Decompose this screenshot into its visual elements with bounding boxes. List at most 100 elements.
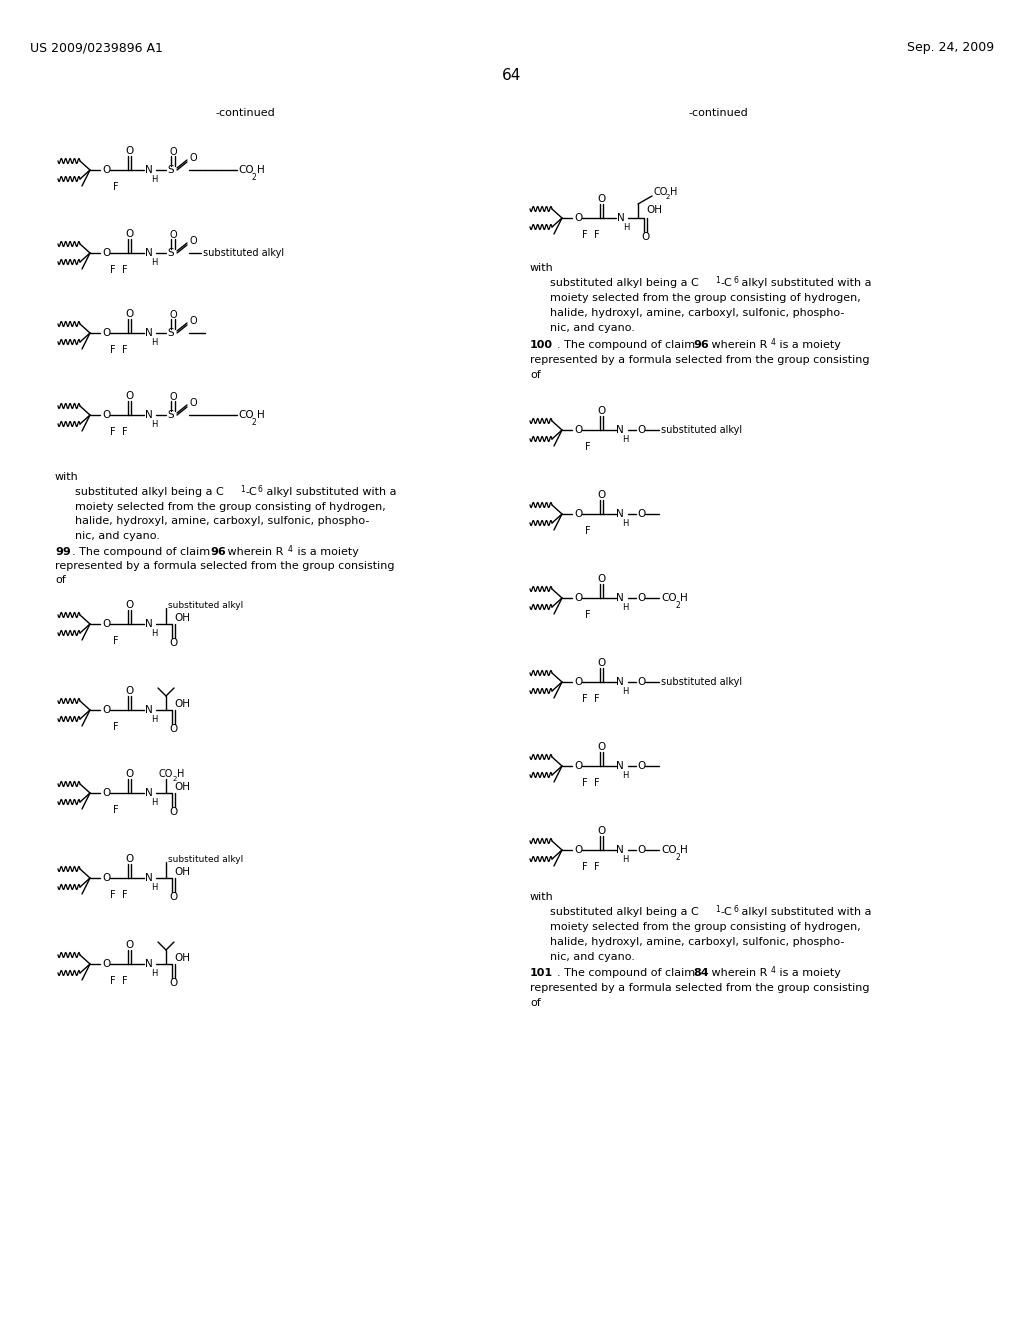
Text: 99: 99 (55, 546, 71, 557)
Text: H: H (622, 771, 629, 780)
Text: -C: -C (720, 279, 732, 288)
Text: H: H (177, 770, 184, 779)
Text: O: O (597, 742, 605, 752)
Text: F: F (594, 862, 600, 873)
Text: 6: 6 (733, 276, 738, 285)
Text: N: N (616, 510, 624, 519)
Text: nic, and cyano.: nic, and cyano. (550, 952, 635, 962)
Text: N: N (617, 213, 625, 223)
Text: O: O (597, 574, 605, 583)
Text: O: O (637, 593, 645, 603)
Text: F: F (122, 265, 128, 275)
Text: OH: OH (646, 205, 662, 215)
Text: 2: 2 (173, 776, 177, 781)
Text: substituted alkyl being a C: substituted alkyl being a C (75, 487, 224, 498)
Text: O: O (125, 601, 133, 610)
Text: O: O (125, 940, 133, 950)
Text: O: O (190, 399, 198, 408)
Text: -continued: -continued (688, 108, 748, 117)
Text: F: F (111, 890, 116, 900)
Text: -C: -C (245, 487, 257, 498)
Text: wherein R: wherein R (224, 546, 284, 557)
Text: O: O (169, 723, 177, 734)
Text: N: N (145, 705, 153, 715)
Text: O: O (637, 510, 645, 519)
Text: moiety selected from the group consisting of hydrogen,: moiety selected from the group consistin… (75, 502, 386, 512)
Text: H: H (623, 223, 630, 232)
Text: O: O (169, 230, 177, 240)
Text: O: O (637, 677, 645, 686)
Text: O: O (641, 232, 649, 242)
Text: 2: 2 (675, 853, 680, 862)
Text: O: O (574, 510, 583, 519)
Text: 4: 4 (288, 545, 293, 554)
Text: N: N (145, 788, 153, 799)
Text: H: H (151, 630, 158, 638)
Text: N: N (145, 619, 153, 630)
Text: H: H (151, 338, 158, 347)
Text: N: N (145, 165, 153, 176)
Text: F: F (111, 265, 116, 275)
Text: 6: 6 (258, 484, 263, 494)
Text: . The compound of claim: . The compound of claim (557, 968, 698, 978)
Text: substituted alkyl: substituted alkyl (662, 677, 742, 686)
Text: . The compound of claim: . The compound of claim (557, 341, 698, 350)
Text: F: F (114, 636, 119, 645)
Text: F: F (583, 694, 588, 704)
Text: OH: OH (174, 612, 190, 623)
Text: O: O (125, 391, 133, 401)
Text: 101: 101 (530, 968, 553, 978)
Text: halide, hydroxyl, amine, carboxyl, sulfonic, phospho-: halide, hydroxyl, amine, carboxyl, sulfo… (550, 308, 845, 318)
Text: O: O (125, 686, 133, 696)
Text: 1: 1 (715, 276, 720, 285)
Text: H: H (151, 257, 158, 267)
Text: O: O (169, 392, 177, 403)
Text: moiety selected from the group consisting of hydrogen,: moiety selected from the group consistin… (550, 293, 861, 304)
Text: O: O (102, 619, 111, 630)
Text: O: O (169, 807, 177, 817)
Text: H: H (257, 411, 265, 420)
Text: F: F (111, 426, 116, 437)
Text: alkyl substituted with a: alkyl substituted with a (263, 487, 396, 498)
Text: O: O (102, 873, 111, 883)
Text: O: O (597, 407, 605, 416)
Text: O: O (102, 960, 111, 969)
Text: O: O (169, 147, 177, 157)
Text: H: H (622, 603, 629, 612)
Text: F: F (594, 230, 600, 240)
Text: O: O (574, 677, 583, 686)
Text: OH: OH (174, 867, 190, 876)
Text: 96: 96 (693, 341, 709, 350)
Text: substituted alkyl being a C: substituted alkyl being a C (550, 907, 698, 917)
Text: wherein R: wherein R (708, 968, 767, 978)
Text: OH: OH (174, 953, 190, 964)
Text: H: H (257, 165, 265, 176)
Text: H: H (680, 593, 688, 603)
Text: 6: 6 (733, 906, 738, 913)
Text: of: of (530, 998, 541, 1008)
Text: 2: 2 (675, 601, 680, 610)
Text: O: O (102, 165, 111, 176)
Text: 64: 64 (503, 69, 521, 83)
Text: N: N (616, 677, 624, 686)
Text: F: F (111, 345, 116, 355)
Text: F: F (122, 890, 128, 900)
Text: O: O (597, 194, 605, 205)
Text: O: O (574, 425, 583, 436)
Text: represented by a formula selected from the group consisting: represented by a formula selected from t… (530, 355, 869, 366)
Text: S: S (167, 248, 174, 257)
Text: O: O (574, 845, 583, 855)
Text: O: O (125, 309, 133, 319)
Text: 84: 84 (693, 968, 709, 978)
Text: H: H (622, 436, 629, 444)
Text: S: S (167, 327, 174, 338)
Text: O: O (125, 770, 133, 779)
Text: O: O (125, 854, 133, 865)
Text: represented by a formula selected from the group consisting: represented by a formula selected from t… (55, 561, 394, 572)
Text: O: O (102, 705, 111, 715)
Text: N: N (145, 960, 153, 969)
Text: is a moiety: is a moiety (294, 546, 358, 557)
Text: moiety selected from the group consisting of hydrogen,: moiety selected from the group consistin… (550, 921, 861, 932)
Text: H: H (151, 420, 158, 429)
Text: US 2009/0239896 A1: US 2009/0239896 A1 (30, 41, 163, 54)
